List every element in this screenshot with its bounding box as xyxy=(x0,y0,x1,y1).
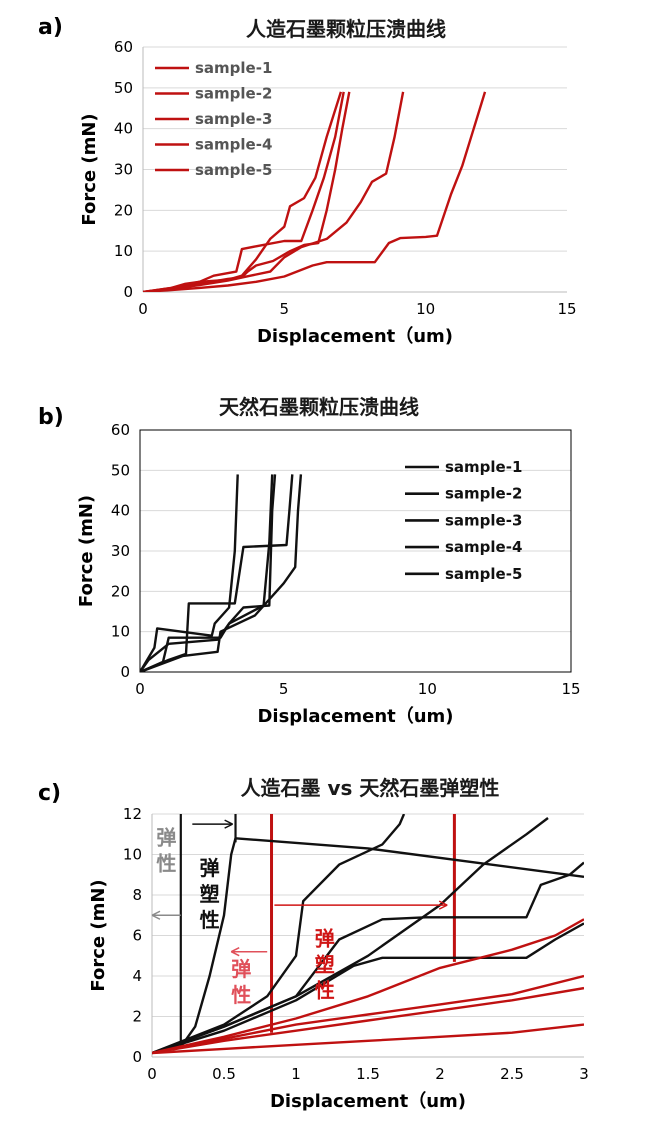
panel-a-label: a) xyxy=(38,15,63,40)
series-line-sample-5 xyxy=(143,91,487,292)
y-tick-label: 40 xyxy=(114,120,133,138)
legend-label: sample-5 xyxy=(445,565,522,583)
chart-c: 0 2 4 6 8 10 12 0 0.5 1 1.5 2 2.5 3 Displacement（um) Fo… xyxy=(88,805,589,1112)
legend-label: sample-4 xyxy=(195,136,272,154)
x-tick-label: 0.5 xyxy=(212,1065,236,1083)
y-tick-label: 0 xyxy=(120,663,130,681)
legend-label: sample-2 xyxy=(195,85,272,103)
x-tick-label: 5 xyxy=(280,300,290,318)
y-tick-label: 30 xyxy=(111,542,130,560)
x-tick-label: 0 xyxy=(147,1065,157,1083)
x-tick-label: 10 xyxy=(416,300,435,318)
series-line-sample-3 xyxy=(140,474,277,672)
annotation-text: 弹 xyxy=(156,825,176,849)
panel-c-label: c) xyxy=(38,781,61,806)
series-line-natural-4 xyxy=(152,861,584,1055)
series-line-sample-4 xyxy=(140,474,303,672)
x-axis-label: Displacement（um) xyxy=(257,706,453,727)
x-tick-label: 10 xyxy=(418,680,437,698)
x-tick-label: 15 xyxy=(561,680,580,698)
arrow-head xyxy=(438,900,448,910)
y-tick-label: 0 xyxy=(132,1048,142,1066)
y-tick-label: 10 xyxy=(114,242,133,260)
x-tick-label: 1 xyxy=(291,1065,301,1083)
arrow-head xyxy=(230,947,240,957)
legend-label: sample-3 xyxy=(195,110,272,128)
plot-frame xyxy=(139,429,572,673)
annotation-text: 弹 xyxy=(315,927,335,951)
annotation-text: 性 xyxy=(156,851,176,875)
arrow-head xyxy=(151,910,161,920)
legend-label: sample-1 xyxy=(195,59,272,77)
y-axis-label: Force (mN) xyxy=(88,879,109,991)
x-axis-label: Displacement（um) xyxy=(270,1091,466,1112)
series-line-artificial-4 xyxy=(152,1023,584,1055)
series-line-artificial-3 xyxy=(152,986,584,1055)
y-tick-label: 0 xyxy=(123,283,133,301)
x-tick-label: 1.5 xyxy=(356,1065,380,1083)
y-tick-label: 6 xyxy=(132,927,142,945)
panel-c-title: 人造石墨 vs 天然石墨弹塑性 xyxy=(241,776,500,800)
x-tick-label: 2.5 xyxy=(500,1065,524,1083)
legend-label: sample-3 xyxy=(445,511,522,529)
series-line-sample-1 xyxy=(140,474,239,672)
legend-label: sample-4 xyxy=(445,538,522,556)
annotation-text: 塑 xyxy=(200,882,220,906)
x-tick-label: 5 xyxy=(279,680,289,698)
series-line-natural-5 xyxy=(152,922,584,1055)
y-tick-label: 10 xyxy=(123,846,142,864)
annotation-text: 性 xyxy=(315,979,335,1003)
x-axis-label: Displacement（um) xyxy=(257,326,453,347)
annotation-text: 塑 xyxy=(315,953,335,977)
series-line-sample-3 xyxy=(143,91,343,292)
annotation-text: 性 xyxy=(231,983,251,1007)
arrow-head xyxy=(224,819,233,829)
x-tick-label: 0 xyxy=(138,300,148,318)
y-tick-label: 8 xyxy=(132,886,142,904)
series-line-sample-5 xyxy=(140,474,274,672)
legend-label: sample-2 xyxy=(445,485,522,503)
y-tick-label: 40 xyxy=(111,502,130,520)
legend-label: sample-1 xyxy=(445,458,522,476)
y-tick-label: 2 xyxy=(132,1008,142,1026)
series-line-natural-2 xyxy=(152,814,406,1055)
y-tick-label: 60 xyxy=(114,38,133,56)
series-line-sample-4 xyxy=(143,91,405,292)
panel-b-title: 天然石墨颗粒压溃曲线 xyxy=(219,395,419,419)
legend-label: sample-5 xyxy=(195,161,272,179)
y-tick-label: 20 xyxy=(114,201,133,219)
x-tick-label: 3 xyxy=(579,1065,589,1083)
panel-a-title: 人造石墨颗粒压溃曲线 xyxy=(246,17,446,41)
chart-b: 0 10 20 30 40 50 60 0 5 10 15 Displacement（um) Force… xyxy=(76,421,581,727)
y-tick-label: 50 xyxy=(114,79,133,97)
y-tick-label: 10 xyxy=(111,623,130,641)
y-tick-label: 60 xyxy=(111,421,130,439)
y-tick-label: 30 xyxy=(114,161,133,179)
x-tick-label: 0 xyxy=(135,680,145,698)
annotation-text: 性 xyxy=(200,908,220,932)
y-tick-label: 50 xyxy=(111,461,130,479)
panel-b-label: b) xyxy=(38,405,64,430)
chart-a: 0 10 20 30 40 50 60 0 5 10 15 Displacement（um) Force… xyxy=(79,38,577,347)
y-tick-label: 12 xyxy=(123,805,142,823)
series-line-artificial-2 xyxy=(152,974,584,1055)
y-axis-label: Force (mN) xyxy=(79,113,100,225)
x-tick-label: 15 xyxy=(557,300,576,318)
y-tick-label: 4 xyxy=(132,967,142,985)
y-tick-label: 20 xyxy=(111,582,130,600)
annotation-text: 弹 xyxy=(200,856,220,880)
x-tick-label: 2 xyxy=(435,1065,445,1083)
series-line-artificial-1 xyxy=(152,918,584,1055)
y-axis-label: Force (mN) xyxy=(76,495,97,607)
annotation-text: 弹 xyxy=(231,957,251,981)
